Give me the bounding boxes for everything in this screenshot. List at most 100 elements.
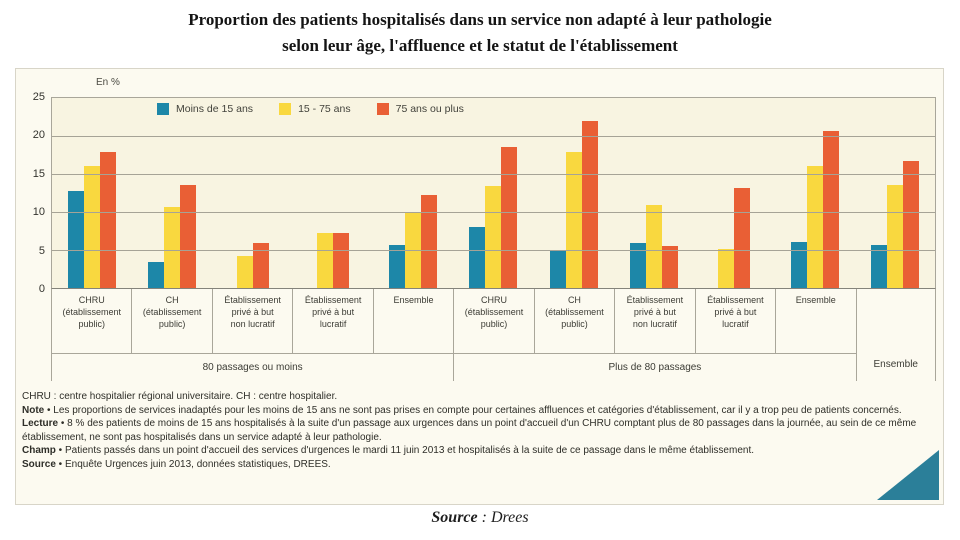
y-axis-tick-label: 10	[32, 206, 45, 219]
x-axis-category-label: Établissement privé à but lucratif	[292, 289, 372, 353]
bar-group	[614, 98, 694, 288]
legend-item: 75 ans ou plus	[376, 103, 464, 115]
bar	[902, 161, 919, 288]
note-prefix: Champ	[22, 445, 56, 456]
note-line-champ: Champ • Patients passés dans un point d'…	[22, 444, 938, 458]
bar	[148, 262, 165, 288]
bar-group	[293, 98, 373, 288]
bottom-source-caption: Source : Drees	[0, 509, 960, 527]
note-prefix: Source	[22, 458, 56, 470]
bar	[100, 151, 117, 288]
gridline	[52, 136, 935, 137]
bar	[718, 249, 735, 288]
legend-item: Moins de 15 ans	[157, 103, 253, 115]
note-line-definitions: CHRU : centre hospitalier régional unive…	[22, 390, 938, 404]
bar-group	[213, 98, 293, 288]
note-body: • Enquête Urgences juin 2013, données st…	[55, 458, 331, 470]
bar	[84, 165, 101, 288]
y-axis-unit-label: En %	[96, 77, 120, 88]
bar	[485, 186, 502, 288]
bar	[236, 256, 253, 288]
bar	[164, 207, 181, 288]
note-prefix: Note	[22, 404, 45, 416]
chart-title: Proportion des patients hospitalisés dan…	[0, 7, 960, 60]
caption-source-word: Source	[431, 509, 478, 526]
bar	[332, 232, 349, 288]
bar	[565, 151, 582, 288]
bar	[806, 165, 823, 288]
gridline	[52, 212, 935, 213]
gridline	[52, 250, 935, 251]
note-prefix: Lecture	[22, 418, 59, 429]
corner-triangle-decoration	[877, 450, 939, 500]
legend-label: 75 ans ou plus	[395, 103, 464, 115]
bar	[629, 243, 646, 288]
legend-item: 15 - 75 ans	[279, 103, 351, 115]
bar	[180, 185, 197, 288]
bar	[68, 190, 85, 288]
x-axis-category-label: Établissement privé à but non lucratif	[211, 289, 292, 353]
y-axis-tick-label: 5	[38, 244, 45, 257]
bars-container	[52, 98, 935, 288]
bar	[421, 194, 438, 288]
bar-group	[52, 98, 132, 288]
y-axis-tick-label: 0	[38, 283, 45, 295]
legend-swatch-icon	[376, 103, 389, 115]
x-axis-category-label: CHRU (établissement public)	[51, 289, 131, 353]
y-axis-tick-label: 15	[32, 167, 45, 180]
x-axis-category-label: Ensemble	[775, 289, 855, 353]
chart-title-line1: Proportion des patients hospitalisés dan…	[188, 10, 772, 29]
x-axis-section-label: Plus de 80 passages	[453, 353, 856, 381]
bar-group	[855, 98, 935, 288]
x-axis-section-label: 80 passages ou moins	[51, 353, 454, 381]
gridline	[52, 174, 935, 175]
bar-group	[373, 98, 453, 288]
bar	[822, 130, 839, 288]
legend-swatch-icon	[157, 103, 169, 115]
bar	[645, 205, 662, 288]
bar	[734, 187, 751, 288]
bar	[501, 147, 518, 288]
bar-group	[694, 98, 774, 288]
bar	[790, 242, 807, 288]
legend-label: 15 - 75 ans	[298, 103, 351, 115]
note-line-source: Source • Enquête Urgences juin 2013, don…	[22, 458, 938, 472]
note-body: • Les proportions de services inadaptés …	[44, 404, 902, 416]
bar	[661, 246, 678, 288]
x-axis-category-label: CHRU (établissement public)	[453, 289, 533, 353]
bar	[252, 243, 269, 288]
note-line-note: Note • Les proportions de services inada…	[22, 404, 938, 418]
bar-group	[132, 98, 212, 288]
note-line-lecture: Lecture • 8 % des patients de moins de 1…	[22, 417, 938, 444]
caption-source-value: : Drees	[477, 509, 529, 526]
bar	[389, 245, 406, 288]
bar	[469, 227, 486, 288]
bar-group	[534, 98, 614, 288]
figure-box: En % Moins de 15 ans 15 - 75 ans 75 ans ou…	[15, 68, 944, 505]
plot-area: Moins de 15 ans 15 - 75 ans 75 ans ou plus	[51, 97, 936, 289]
bar	[316, 233, 333, 288]
note-body: • 8 % des patients de moins de 15 ans ho…	[22, 418, 917, 443]
legend-swatch-icon	[279, 103, 292, 115]
bar-group	[774, 98, 854, 288]
y-axis-tick-label: 20	[32, 129, 45, 142]
x-axis-category-label: Ensemble	[372, 289, 453, 353]
x-axis-category-label: Établissement privé à but lucratif	[694, 289, 775, 353]
note-body: • Patients passés dans un point d'accuei…	[55, 445, 754, 456]
legend: Moins de 15 ans 15 - 75 ans 75 ans ou plus	[157, 103, 464, 115]
bar	[870, 244, 887, 288]
y-axis-tick-label: 25	[32, 91, 45, 103]
bar	[549, 250, 566, 288]
legend-label: Moins de 15 ans	[176, 103, 254, 115]
x-axis-category-label: Établissement privé à but non lucratif	[614, 289, 694, 353]
note-body: CHRU : centre hospitalier régional unive…	[22, 391, 338, 402]
bar-group	[453, 98, 533, 288]
bar	[886, 185, 903, 288]
x-axis-category-label: CH (établissement public)	[131, 289, 211, 353]
chart-title-line2: selon leur âge, l'affluence et le statut…	[282, 36, 678, 56]
footnotes: CHRU : centre hospitalier régional unive…	[22, 390, 938, 471]
x-axis-category-label: Ensemble	[855, 289, 936, 381]
x-axis-category-label: CH (établissement public)	[533, 289, 614, 353]
x-axis-labels: CHRU (établissement public) CH (établisse…	[51, 289, 936, 381]
bar	[581, 120, 598, 288]
